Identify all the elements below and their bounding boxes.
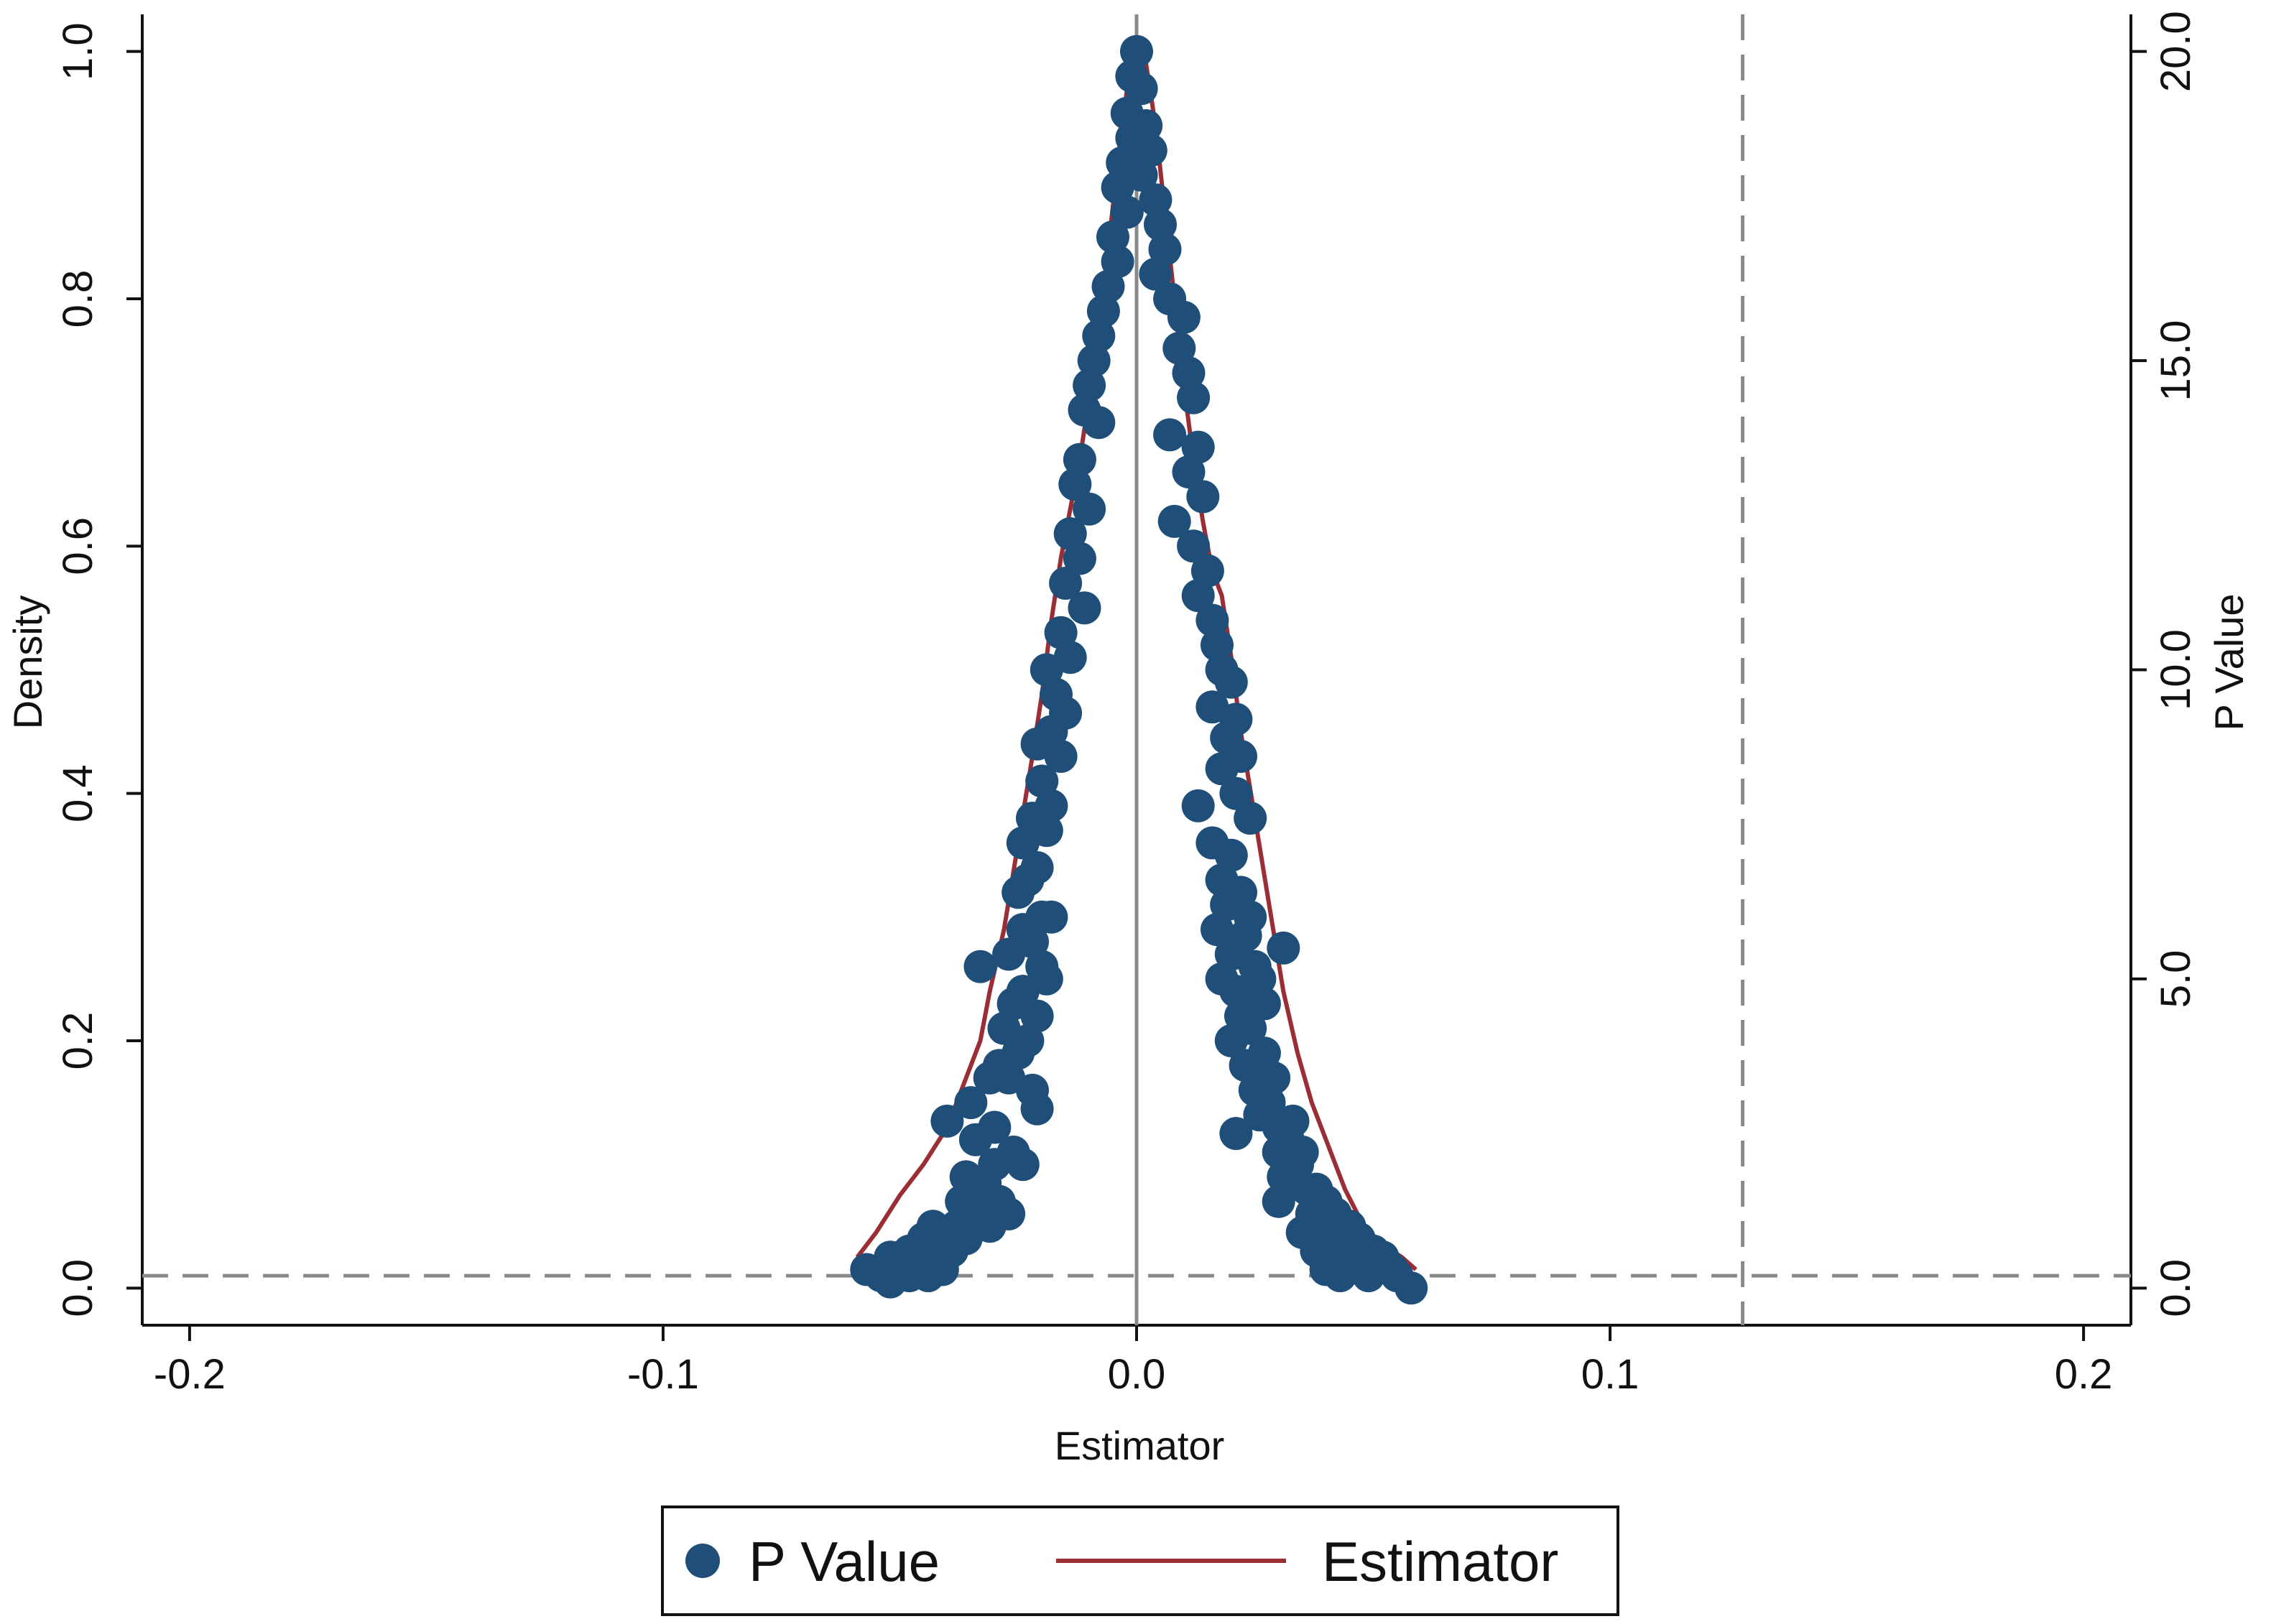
p-value-point xyxy=(930,1104,964,1138)
p-value-point xyxy=(1148,233,1182,266)
p-value-point xyxy=(973,1061,1007,1095)
p-value-point xyxy=(1181,579,1215,613)
p-value-point xyxy=(1049,567,1083,600)
y-tick-label-left: 0.0 xyxy=(55,1259,101,1317)
x-tick-label: 0.2 xyxy=(2055,1351,2113,1398)
p-value-point xyxy=(1101,245,1134,279)
p-value-point xyxy=(1172,356,1206,390)
p-value-point xyxy=(1002,876,1035,909)
p-value-point xyxy=(1124,72,1158,106)
p-value-point xyxy=(1091,269,1125,303)
p-value-point xyxy=(1044,616,1078,649)
p-value-point xyxy=(1323,1259,1357,1293)
p-value-point xyxy=(1219,975,1253,1008)
p-value-point xyxy=(1153,418,1187,452)
p-value-point xyxy=(1035,900,1068,934)
p-value-point xyxy=(1219,1117,1253,1151)
legend-label-estimator: Estimator xyxy=(1322,1530,1558,1593)
y-tick-label-left: 0.8 xyxy=(55,270,101,328)
p-value-point xyxy=(1177,529,1211,563)
p-value-point xyxy=(1063,542,1096,575)
reference-lines xyxy=(142,14,2131,1325)
y-tick-label-left: 0.6 xyxy=(55,517,101,575)
p-value-point xyxy=(958,1123,992,1156)
p-value-point xyxy=(1006,1148,1040,1182)
p-value-point xyxy=(1044,740,1078,773)
p-value-point xyxy=(1205,752,1239,786)
x-tick-label: -0.2 xyxy=(154,1351,226,1398)
p-value-point xyxy=(963,950,997,983)
p-value-point xyxy=(1201,913,1234,947)
axis-ticks: -0.2 -0.1 0.0 0.1 0.2 0.0 0.2 0.4 0.6 0.8 1.0 0.0 5.… xyxy=(55,11,2199,1398)
legend: P Value Estimator xyxy=(661,1505,1619,1616)
p-value-point xyxy=(1144,208,1177,241)
p-value-point xyxy=(1110,195,1144,229)
y-tick-label-left: 1.0 xyxy=(55,22,101,80)
p-value-points-layer xyxy=(850,34,1428,1305)
p-value-point xyxy=(1139,257,1172,291)
p-value-point xyxy=(1006,826,1040,860)
y-tick-label-right: 0.0 xyxy=(2152,1259,2199,1317)
p-value-point xyxy=(1234,802,1267,835)
x-tick-label: 0.1 xyxy=(1581,1351,1639,1398)
p-value-point xyxy=(1157,504,1191,538)
x-tick-label: 0.0 xyxy=(1108,1351,1166,1398)
p-value-point xyxy=(1262,1184,1295,1218)
x-tick-label: -0.1 xyxy=(627,1351,699,1398)
y-tick-label-right: 10.0 xyxy=(2152,629,2199,710)
p-value-point xyxy=(1139,183,1172,217)
p-value-point xyxy=(1219,776,1253,810)
p-value-point xyxy=(1177,381,1211,414)
p-value-point xyxy=(1186,480,1220,514)
p-value-point xyxy=(874,1265,907,1299)
y-tick-label-right: 20.0 xyxy=(2152,11,2199,92)
p-value-point xyxy=(1172,455,1206,488)
p-value-point xyxy=(1229,1049,1262,1082)
p-value-point xyxy=(1394,1271,1428,1305)
p-value-point xyxy=(1120,34,1153,68)
y-tick-label-right: 15.0 xyxy=(2152,320,2199,402)
p-value-point xyxy=(1101,171,1134,204)
p-value-point xyxy=(1082,406,1116,440)
p-value-point xyxy=(1020,1092,1054,1126)
p-value-point xyxy=(1167,300,1201,334)
p-value-point xyxy=(992,937,1026,971)
p-value-point xyxy=(1214,1024,1248,1057)
p-value-point xyxy=(1086,294,1120,328)
p-value-point xyxy=(1351,1259,1385,1293)
legend-label-p-value: P Value xyxy=(749,1530,940,1593)
p-value-point xyxy=(1063,442,1096,476)
p-value-point xyxy=(1214,665,1248,699)
p-value-point xyxy=(1082,319,1116,353)
p-value-point xyxy=(1077,344,1111,378)
y-tick-label-right: 5.0 xyxy=(2152,950,2199,1008)
p-value-point xyxy=(1267,931,1300,965)
y-tick-label-left: 0.2 xyxy=(55,1012,101,1070)
p-value-point xyxy=(954,1086,988,1120)
p-value-point xyxy=(1195,603,1229,637)
y-axis-title-left: Density xyxy=(5,595,50,730)
legend-marker-p-value xyxy=(685,1544,720,1578)
p-value-point xyxy=(1181,789,1215,822)
p-value-point xyxy=(1096,220,1129,254)
p-value-point xyxy=(1201,628,1234,662)
x-axis-title: Estimator xyxy=(1055,1423,1225,1468)
p-value-point xyxy=(1073,368,1106,402)
p-value-point xyxy=(1073,492,1106,526)
y-axis-title-right: P Value xyxy=(2206,594,2252,731)
y-tick-label-left: 0.4 xyxy=(55,764,101,822)
p-value-point xyxy=(1068,591,1101,625)
p-value-point xyxy=(1058,468,1092,501)
